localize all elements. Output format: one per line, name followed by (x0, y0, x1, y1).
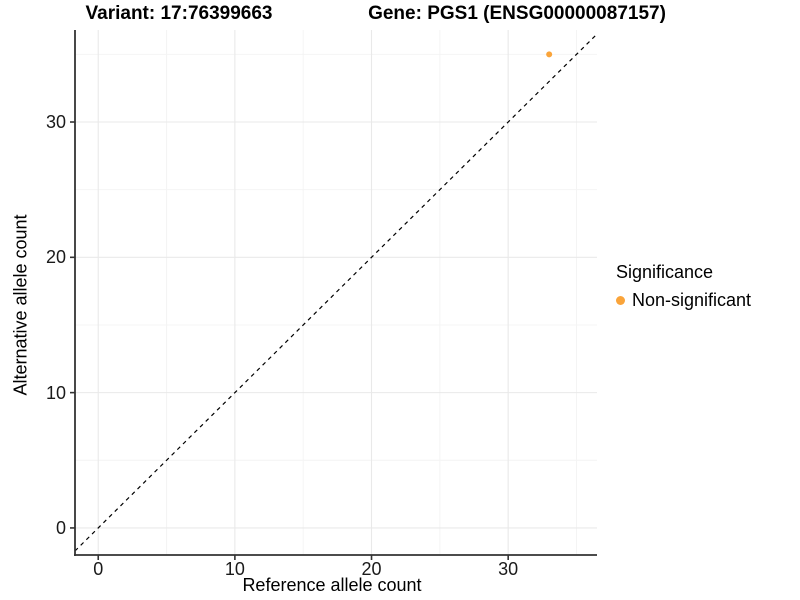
y-tick-label: 10 (45, 382, 66, 403)
y-tick-label: 30 (45, 112, 66, 132)
x-axis-title: Reference allele count (242, 575, 422, 595)
identity-line (74, 33, 598, 552)
y-axis-title: Alternative allele count (10, 214, 31, 396)
legend-dot-icon (616, 296, 625, 305)
legend-item-label: Non-significant (632, 290, 752, 310)
y-tick-label: 0 (55, 517, 66, 538)
legend-item: Non-significant (616, 290, 751, 311)
plot-title-gene: Gene: PGS1 (ENSG00000087157) (368, 3, 666, 24)
x-tick-label: 20 (361, 559, 382, 579)
legend: Significance Non-significant (616, 262, 751, 311)
data-point (546, 51, 553, 58)
x-tick-label: 10 (224, 559, 245, 579)
x-tick-label: 30 (498, 559, 519, 579)
plot-title-variant: Variant: 17:76399663 (85, 3, 273, 24)
legend-title: Significance (616, 262, 714, 282)
y-tick-label: 20 (45, 247, 66, 268)
x-tick-label: 0 (93, 559, 104, 579)
